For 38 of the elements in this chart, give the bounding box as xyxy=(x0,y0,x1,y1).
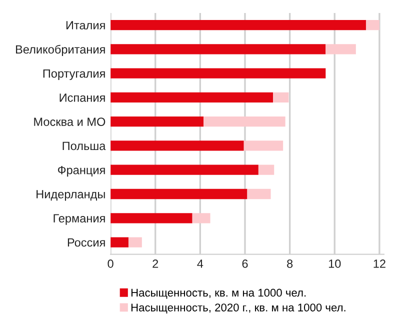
y-tick-label: Италия xyxy=(66,21,105,30)
bar xyxy=(247,188,271,200)
bar xyxy=(204,116,286,127)
x-tick-label: 4 xyxy=(197,260,204,268)
bar xyxy=(110,44,326,54)
y-tick-label: Москва и МО xyxy=(34,118,106,126)
bar xyxy=(110,92,273,103)
bar xyxy=(110,116,204,127)
y-tick-label: Германия xyxy=(54,214,105,225)
bar xyxy=(258,164,274,175)
y-tick-label: Португалия xyxy=(43,69,105,80)
bar xyxy=(110,140,244,151)
bar xyxy=(326,44,356,54)
y-tick-label: Великобритания xyxy=(16,44,105,56)
bar xyxy=(192,213,210,224)
bar xyxy=(110,68,326,78)
y-tick-label: Нидерланды xyxy=(36,190,105,201)
bar xyxy=(244,140,284,151)
bar xyxy=(366,20,380,30)
bar xyxy=(110,164,258,175)
legend-label: Насыщенность, 2020 г., кв. м на 1000 чел. xyxy=(131,304,346,314)
bar xyxy=(110,20,366,30)
bar xyxy=(273,92,289,103)
bar xyxy=(110,237,128,248)
y-tick-label: Франция xyxy=(58,166,105,177)
bar xyxy=(128,237,142,248)
y-tick-label: Россия xyxy=(68,238,105,247)
x-tick-label: 8 xyxy=(287,260,293,268)
legend-label: Насыщенность, кв. м на 1000 чел. xyxy=(131,288,306,299)
y-tick-label: Испания xyxy=(60,94,105,102)
bar xyxy=(110,188,248,200)
x-tick-label: 12 xyxy=(374,260,386,268)
x-tick-label: 2 xyxy=(152,260,158,268)
y-tick-label: Польша xyxy=(62,142,106,150)
bar xyxy=(110,213,192,224)
x-tick-label: 10 xyxy=(328,260,341,268)
x-tick-label: 6 xyxy=(242,260,248,268)
x-tick-label: 0 xyxy=(108,260,114,268)
